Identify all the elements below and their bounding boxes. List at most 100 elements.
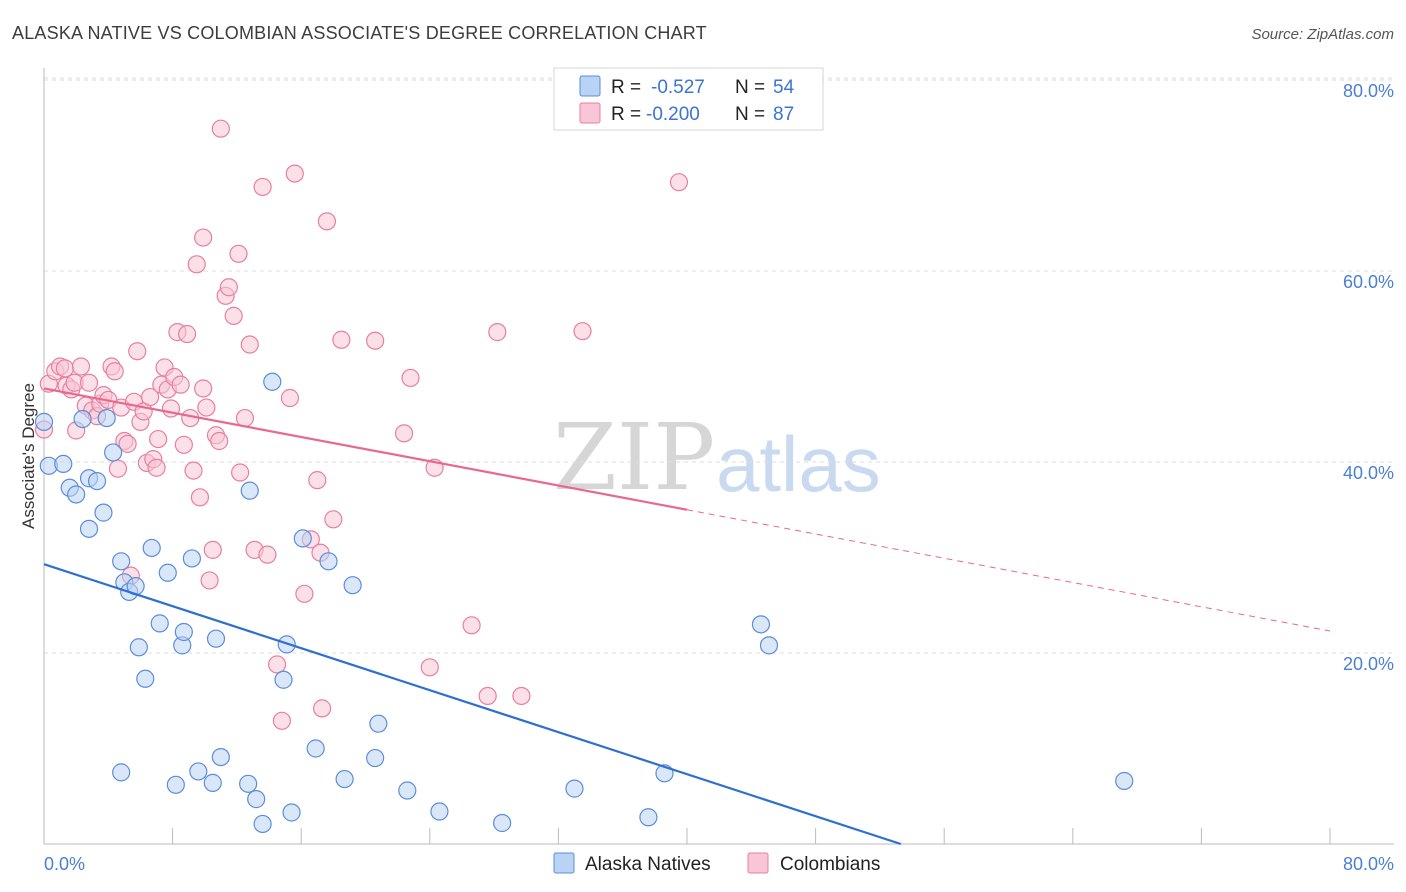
alaska-natives-point <box>493 813 512 833</box>
colombians-point <box>219 278 238 297</box>
chart-source: Source: ZipAtlas.com <box>1251 26 1394 43</box>
trend-lines <box>43 387 1331 846</box>
alaska-natives-point <box>293 529 312 548</box>
colombians-point <box>295 584 314 603</box>
x-minor-ticks <box>172 828 1331 844</box>
colombians-point <box>194 379 213 398</box>
alaska-natives-point <box>158 563 177 582</box>
legend-swatch-blue <box>579 75 601 97</box>
colombians-point <box>401 368 420 388</box>
x-tick-label-max: 80.0% <box>1343 854 1394 874</box>
alaska-natives-point <box>87 472 107 491</box>
colombians-point <box>462 616 481 635</box>
alaska-natives-point <box>67 485 86 504</box>
alaska-natives-point <box>206 629 226 648</box>
colombians-point <box>394 424 414 443</box>
alaska-natives-point <box>79 519 99 538</box>
alaska-natives-point <box>343 576 362 595</box>
legend-r-value-1: -0.527 <box>651 77 705 98</box>
alaska-natives-point <box>1115 771 1134 791</box>
colombians-point <box>118 434 137 453</box>
alaska-natives-point <box>104 443 123 462</box>
colombians-point <box>317 212 337 231</box>
alaska-natives-point <box>319 552 338 571</box>
alaska-natives-point <box>150 614 169 633</box>
colombians-point <box>190 488 210 507</box>
colombians-point <box>71 357 91 376</box>
colombians-point <box>420 658 439 677</box>
alaska-natives-point <box>306 739 325 758</box>
trend-line-alaska-natives <box>43 563 902 846</box>
y-tick-label-20: 20.0% <box>1343 654 1394 674</box>
colombians-point <box>231 463 250 482</box>
colombians-point <box>308 471 327 490</box>
colombians-point <box>147 458 166 477</box>
colombians-point <box>174 435 193 454</box>
x-tick-label-min: 0.0% <box>44 854 85 874</box>
colombians-point <box>267 655 287 674</box>
alaska-natives-point <box>112 763 131 782</box>
bottom-legend-label-alaska: Alaska Natives <box>585 854 711 875</box>
colombians-point <box>177 324 197 344</box>
alaska-natives-point <box>335 769 354 789</box>
alaska-natives-point <box>73 409 92 429</box>
alaska-natives-point <box>263 372 282 391</box>
alaska-natives-point <box>203 773 222 792</box>
colombians-point <box>184 461 203 480</box>
colombians-point <box>200 571 219 590</box>
legend-r-label-2: R = <box>611 104 641 125</box>
legend-n-value-1: 54 <box>773 77 795 98</box>
bottom-legend-swatch-pink <box>747 852 769 874</box>
colombians-point <box>140 387 160 407</box>
alaska-natives-point <box>565 779 584 798</box>
colombians-point <box>203 540 222 559</box>
colombians-point <box>229 244 248 263</box>
colombians-point <box>488 323 507 342</box>
bottom-legend-swatch-blue <box>553 852 575 874</box>
legend-n-label-2: N = <box>735 104 765 125</box>
legend-r-value-2: -0.200 <box>646 104 700 125</box>
legend-n-label-1: N = <box>735 77 765 98</box>
colombians-point <box>108 459 128 478</box>
alaska-natives-point <box>274 670 293 689</box>
alaska-natives-point <box>240 481 259 500</box>
alaska-natives-point <box>430 802 449 821</box>
legend-r-label-1: R = <box>611 77 641 98</box>
colombians-point <box>197 398 216 417</box>
alaska-natives-point <box>34 412 54 431</box>
colombians-point <box>187 255 206 274</box>
alaska-natives-point <box>129 638 148 657</box>
colombians-point <box>312 699 332 718</box>
gridlines <box>44 77 1394 654</box>
legend-n-value-2: 87 <box>773 104 794 125</box>
y-tick-labels: 20.0% 40.0% 60.0% 80.0% <box>1343 81 1394 674</box>
alaska-natives-point <box>639 808 658 827</box>
alaska-natives-point <box>239 774 258 793</box>
alaska-natives-point <box>182 549 201 568</box>
alaska-natives-point <box>97 408 116 428</box>
alaska-natives-point <box>211 747 230 767</box>
colombians-point <box>258 545 277 564</box>
alaska-natives-point <box>189 762 208 781</box>
colombians-point <box>128 342 147 361</box>
colombians-point <box>512 686 531 706</box>
alaska-natives-point <box>369 714 388 733</box>
colombians-point <box>211 119 230 138</box>
colombians-point <box>105 362 124 381</box>
colombians-point <box>478 686 497 706</box>
trend-line-colombians <box>43 387 688 511</box>
bottom-legend-label-colombians: Colombians <box>780 854 880 875</box>
bottom-legend: Alaska Natives Colombians <box>553 852 880 875</box>
alaska-natives-point <box>253 814 272 834</box>
y-tick-label-40: 40.0% <box>1343 463 1394 483</box>
alaska-natives-point <box>94 503 113 522</box>
legend-swatch-pink <box>579 102 601 124</box>
y-axis-label: Associate's Degree <box>19 383 38 529</box>
alaska-natives-point <box>398 781 417 800</box>
legend-box: R = -0.527 N = 54 R = -0.200 N = 87 <box>553 67 824 131</box>
alaska-natives-point <box>751 615 771 634</box>
colombians-point <box>253 177 272 197</box>
colombians-point <box>55 359 74 378</box>
colombians-point <box>324 510 343 529</box>
colombians-point <box>573 322 592 341</box>
